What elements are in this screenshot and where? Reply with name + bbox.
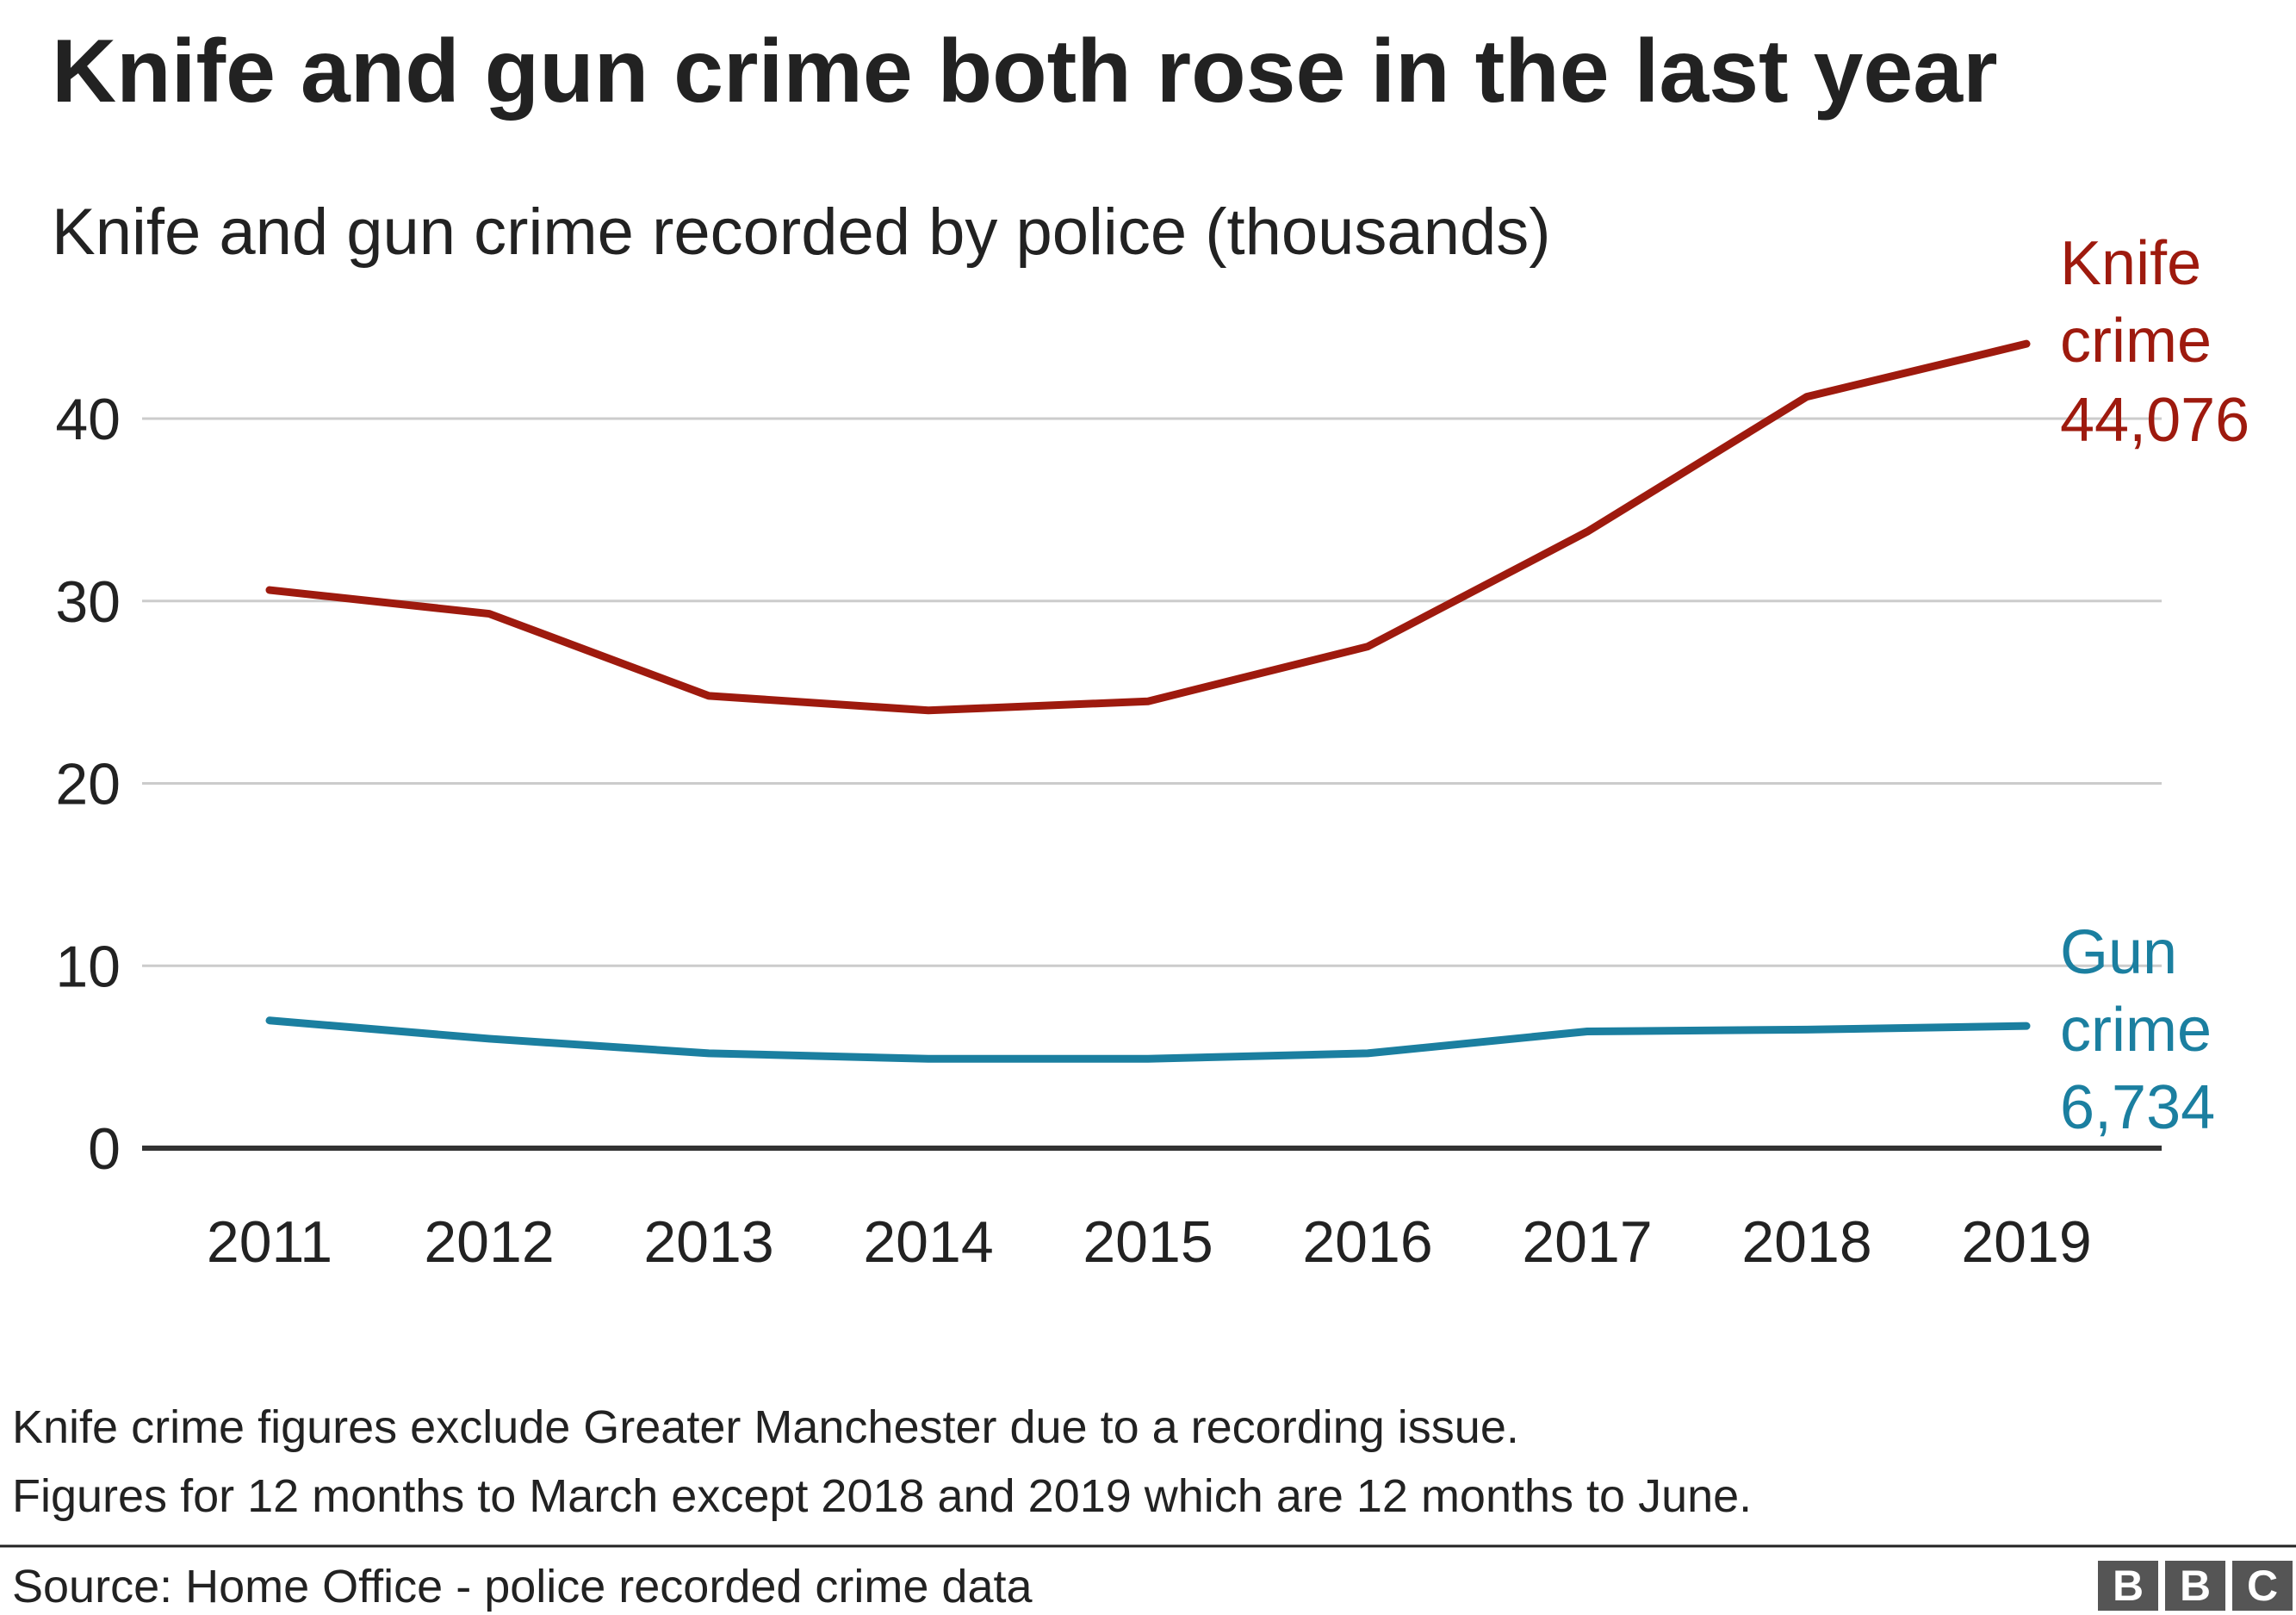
series-line-knife-crime	[265, 339, 2031, 715]
x-tick-label: 2011	[207, 1209, 332, 1275]
x-tick-label: 2014	[863, 1209, 993, 1275]
series-lines	[265, 339, 2031, 1063]
bbc-logo-letter: C	[2247, 1562, 2278, 1610]
x-tick-label: 2013	[643, 1209, 773, 1275]
series-label-line: crime	[2060, 307, 2212, 376]
chart-subtitle: Knife and gun crime recorded by police (…	[52, 196, 1551, 269]
gridlines	[142, 417, 2162, 1151]
y-tick-label: 30	[55, 569, 121, 635]
series-line-gun-crime	[265, 1016, 2031, 1063]
bbc-logo-letter: B	[2113, 1562, 2144, 1610]
y-tick-label: 0	[88, 1116, 121, 1182]
bbc-logo-letter: B	[2180, 1562, 2211, 1610]
x-tick-label: 2016	[1302, 1209, 1432, 1275]
x-tick-label: 2019	[1961, 1209, 2091, 1275]
bbc-logo-block	[2165, 1561, 2225, 1611]
x-tick-label: 2015	[1083, 1209, 1213, 1275]
y-tick-label: 40	[55, 387, 121, 452]
x-tick-label: 2018	[1741, 1209, 1871, 1275]
footnote-line-2: Figures for 12 months to March except 20…	[12, 1470, 1752, 1522]
series-label-line: 44,076	[2060, 386, 2249, 455]
bbc-logo-block	[2098, 1561, 2158, 1611]
x-axis-ticks: 2011 2012 2013 2014 2015 2016 2017 2018 2019	[207, 1209, 2092, 1275]
x-tick-label: 2012	[424, 1209, 554, 1275]
y-axis-ticks: 0 10 20 30 40	[55, 387, 121, 1182]
y-tick-label: 20	[55, 752, 121, 817]
bbc-logo-block	[2232, 1561, 2293, 1611]
series-label-line: Gun	[2060, 918, 2177, 987]
chart-title: Knife and gun crime both rose in the las…	[52, 22, 1998, 121]
series-label-line: 6,734	[2060, 1073, 2215, 1142]
series-label-line: Knife	[2060, 229, 2201, 298]
footnote-line-1: Knife crime figures exclude Greater Manc…	[12, 1401, 1519, 1453]
y-tick-label: 10	[55, 934, 121, 999]
series-labels: Knife crime 44,076 Gun crime 6,734	[2060, 229, 2249, 1142]
series-label-line: crime	[2060, 996, 2212, 1065]
x-tick-label: 2017	[1522, 1209, 1652, 1275]
source-text: Source: Home Office - police recorded cr…	[12, 1561, 1033, 1612]
